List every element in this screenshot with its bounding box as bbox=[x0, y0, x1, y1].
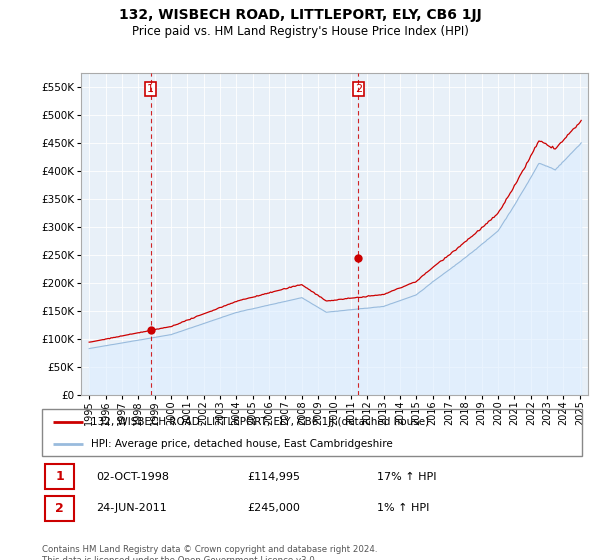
Text: £114,995: £114,995 bbox=[247, 472, 300, 482]
Text: 1: 1 bbox=[147, 84, 154, 94]
Text: HPI: Average price, detached house, East Cambridgeshire: HPI: Average price, detached house, East… bbox=[91, 439, 392, 449]
Text: 132, WISBECH ROAD, LITTLEPORT, ELY, CB6 1JJ: 132, WISBECH ROAD, LITTLEPORT, ELY, CB6 … bbox=[119, 8, 481, 22]
Text: 24-JUN-2011: 24-JUN-2011 bbox=[96, 503, 167, 514]
Text: 02-OCT-1998: 02-OCT-1998 bbox=[96, 472, 169, 482]
Text: 17% ↑ HPI: 17% ↑ HPI bbox=[377, 472, 436, 482]
Bar bbox=[45, 464, 74, 489]
Text: 1: 1 bbox=[55, 470, 64, 483]
Text: £245,000: £245,000 bbox=[247, 503, 300, 514]
Text: 1% ↑ HPI: 1% ↑ HPI bbox=[377, 503, 429, 514]
Text: 2: 2 bbox=[355, 84, 362, 94]
Text: Contains HM Land Registry data © Crown copyright and database right 2024.
This d: Contains HM Land Registry data © Crown c… bbox=[42, 545, 377, 560]
Bar bbox=[45, 496, 74, 521]
Text: 132, WISBECH ROAD, LITTLEPORT, ELY, CB6 1JJ (detached house): 132, WISBECH ROAD, LITTLEPORT, ELY, CB6 … bbox=[91, 417, 429, 427]
Text: Price paid vs. HM Land Registry's House Price Index (HPI): Price paid vs. HM Land Registry's House … bbox=[131, 25, 469, 38]
Text: 2: 2 bbox=[55, 502, 64, 515]
